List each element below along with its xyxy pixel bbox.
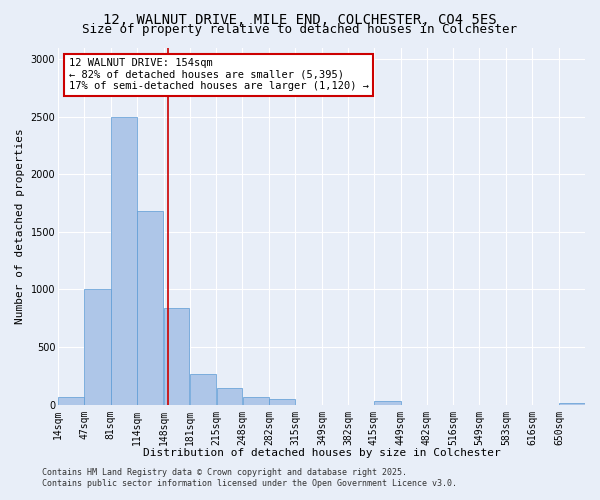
Bar [58,396,84,404]
Bar [164,308,190,404]
Text: Contains HM Land Registry data © Crown copyright and database right 2025.
Contai: Contains HM Land Registry data © Crown c… [42,468,457,487]
Bar [269,399,295,404]
Y-axis label: Number of detached properties: Number of detached properties [15,128,25,324]
Bar [242,396,269,404]
Bar [137,211,163,404]
Bar [374,401,401,404]
Text: 12 WALNUT DRIVE: 154sqm
← 82% of detached houses are smaller (5,395)
17% of semi: 12 WALNUT DRIVE: 154sqm ← 82% of detache… [68,58,368,92]
Bar [111,116,137,405]
Text: 12, WALNUT DRIVE, MILE END, COLCHESTER, CO4 5ES: 12, WALNUT DRIVE, MILE END, COLCHESTER, … [103,12,497,26]
Bar [217,388,242,404]
Bar [84,290,110,405]
Text: Size of property relative to detached houses in Colchester: Size of property relative to detached ho… [83,22,517,36]
X-axis label: Distribution of detached houses by size in Colchester: Distribution of detached houses by size … [143,448,500,458]
Bar [190,374,216,404]
